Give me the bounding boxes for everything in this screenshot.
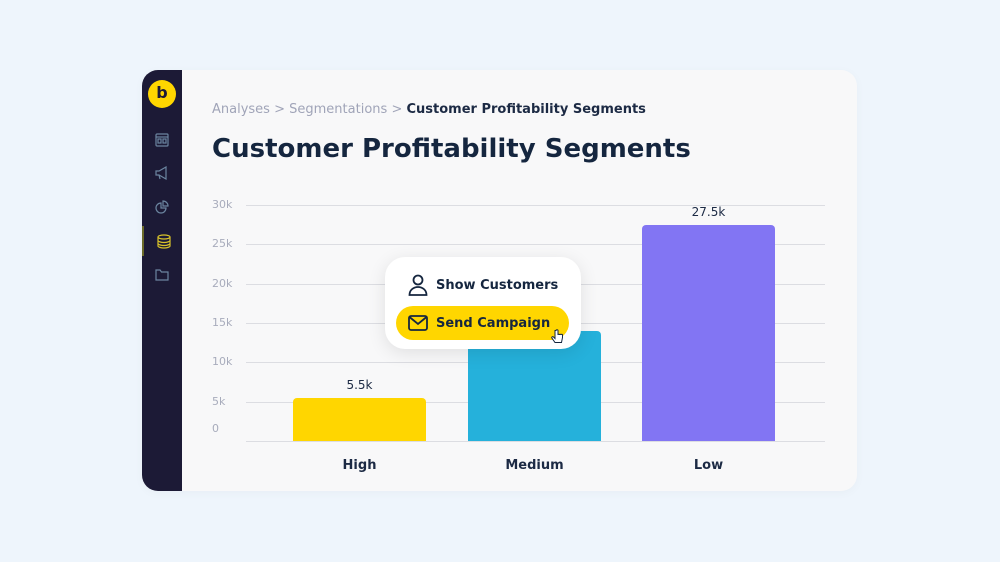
cursor-hand-icon — [551, 329, 563, 343]
folder-icon — [155, 269, 169, 281]
y-tick-label: 5k — [212, 394, 226, 408]
mail-icon — [408, 315, 428, 331]
breadcrumb-current: Customer Profitability Segments — [406, 102, 646, 117]
user-icon — [408, 274, 428, 296]
sidebar-item-data[interactable] — [142, 226, 184, 256]
y-tick-label: 30k — [212, 198, 233, 211]
breadcrumb-separator: > — [391, 102, 403, 117]
megaphone-icon — [154, 166, 167, 180]
send-campaign-label: Send Campaign — [436, 315, 551, 331]
app-window: b Analyses > Segmentations > Customer Pr… — [142, 70, 857, 491]
sidebar: b — [142, 70, 182, 491]
gridline — [246, 205, 825, 206]
context-menu: Show Customers Send Campaign — [385, 257, 581, 349]
database-icon — [157, 233, 171, 249]
y-tick-label: 20k — [212, 276, 233, 290]
sidebar-item-dashboard[interactable] — [142, 125, 182, 155]
send-campaign-button[interactable]: Send Campaign — [396, 306, 569, 340]
data-label: 5.5k — [346, 377, 373, 392]
page-title: Customer Profitability Segments — [212, 134, 691, 164]
sidebar-item-files[interactable] — [142, 260, 182, 290]
pie-chart-icon — [155, 200, 169, 214]
y-tick-label: 25k — [212, 237, 233, 251]
sidebar-item-analyses[interactable] — [142, 192, 182, 222]
sidebar-item-campaigns[interactable] — [142, 158, 182, 188]
breadcrumb-segmentations[interactable]: Segmentations — [289, 102, 388, 117]
gridline — [246, 441, 825, 442]
breadcrumb-analyses[interactable]: Analyses — [212, 102, 270, 117]
bar-low[interactable] — [642, 224, 775, 441]
x-tick-label: High — [342, 458, 377, 473]
show-customers-button[interactable]: Show Customers — [396, 268, 569, 302]
dashboard-icon — [155, 133, 169, 147]
data-label: 27.5k — [691, 204, 726, 219]
y-tick-label: 0 — [212, 422, 219, 435]
x-tick-label: Low — [693, 458, 724, 473]
show-customers-label: Show Customers — [436, 277, 559, 293]
y-tick-label: 10k — [212, 355, 233, 369]
breadcrumb: Analyses > Segmentations > Customer Prof… — [212, 102, 646, 117]
logo[interactable]: b — [148, 80, 176, 108]
gridline — [246, 244, 825, 246]
breadcrumb-separator: > — [274, 102, 285, 117]
y-tick-label: 15k — [212, 316, 233, 329]
x-tick-label: Medium — [505, 458, 564, 473]
bar-medium[interactable] — [468, 330, 601, 441]
bar-high[interactable] — [293, 397, 426, 441]
